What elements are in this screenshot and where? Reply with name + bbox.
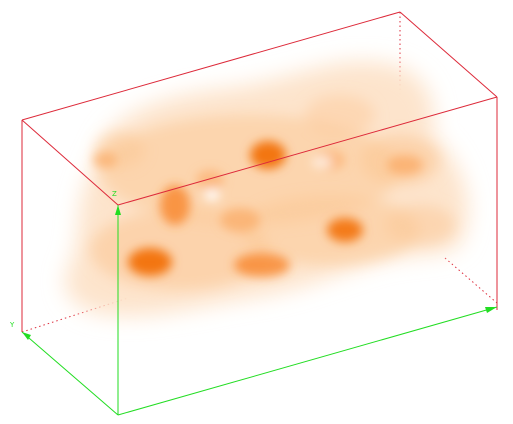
density-core [387,155,423,175]
density-hollow [312,156,332,168]
density-hollow [204,189,220,201]
box-edge-top-left [21,119,119,206]
z-axis-arrowhead [115,205,121,215]
y-axis-line [21,331,119,416]
box-hidden-edges [21,12,498,333]
density-layer-core [93,141,423,277]
box-edge-top-front [117,96,498,206]
density-region [305,95,375,135]
density-core [128,248,172,276]
density-volume [64,61,469,317]
axes: Y Z [9,190,498,416]
x-axis-arrowhead [485,307,497,313]
density-region [385,205,455,245]
box-edge-top-right [399,11,498,98]
density-core [196,170,224,190]
z-axis-label: Z [112,190,117,198]
x-axis-line [117,306,498,416]
y-axis-arrowhead [22,332,31,340]
box-visible-edges [21,11,498,332]
box-edge-top-back [21,11,401,121]
density-core [93,152,117,168]
density-core [234,253,290,277]
y-axis-label: Y [9,321,15,329]
density-core [160,185,190,225]
box-edge-hidden-bottom-right [444,257,498,304]
box-edge-hidden-bottom-left [21,297,129,333]
density-core [250,141,286,169]
density-core [220,208,260,232]
density-core [327,218,363,242]
